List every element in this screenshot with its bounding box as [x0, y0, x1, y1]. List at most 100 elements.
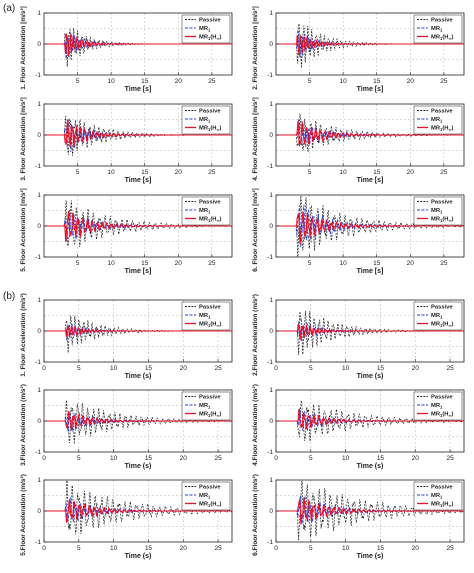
y-tick-label: 1: [37, 10, 41, 17]
x-tick-label: 15: [141, 169, 149, 176]
legend-entry-3: MR1(H∞): [199, 412, 221, 419]
x-tick-label: 25: [208, 169, 216, 176]
x-tick-label: 15: [145, 455, 153, 462]
y-tick-label: -1: [35, 359, 41, 366]
x-tick-label: 25: [446, 365, 454, 372]
y-tick-label: 1: [269, 10, 273, 17]
x-axis-label: Time (s): [357, 463, 384, 470]
legend-subscript: 1: [440, 210, 443, 215]
legend-entry-2: MR1: [199, 493, 211, 500]
legend-subscript: 1: [440, 127, 443, 132]
x-tick-label: 15: [373, 260, 381, 267]
legend-subscript: 1: [440, 119, 443, 124]
legend-entry-1: Passive: [199, 18, 221, 24]
x-tick-label: 25: [446, 545, 454, 552]
x-tick-label: 0: [42, 545, 46, 552]
x-tick-label: 20: [175, 260, 183, 267]
legend-paren: (H: [210, 322, 216, 328]
legend-paren: (H: [442, 35, 448, 41]
subplot-a-2: 5 10 15 20 25 -1 0 1 Time [s] 2. Floor Accelerati…: [252, 6, 465, 93]
legend-entry-3: MR1(H∞): [431, 412, 453, 419]
legend-subscript: 1: [208, 36, 211, 41]
series-line-1: [276, 400, 465, 442]
legend-entry-2: MR1: [199, 313, 211, 320]
legend-infinity: ∞: [448, 127, 451, 132]
legend-subscript: 1: [440, 315, 443, 320]
series-line-1: [276, 23, 464, 69]
y-tick-label: 1: [37, 192, 41, 199]
legend-infinity: ∞: [216, 503, 219, 508]
x-axis-label: Time (s): [125, 373, 152, 380]
x-tick-label: 10: [108, 169, 116, 176]
series-line-1: [276, 195, 465, 258]
y-axis-label: 5. Floor Acceleration [m/s²]: [20, 188, 27, 272]
legend-entry-3: MR1(H∞): [431, 217, 453, 224]
subplot-a-6: 5 10 15 20 25 -1 0 1 Time [s] 6. Floor Accelerati…: [252, 188, 465, 275]
legend-entry-2: MR1: [431, 403, 443, 410]
x-tick-label: 15: [141, 260, 149, 267]
x-tick-label: 10: [340, 78, 348, 85]
series-line-1: [276, 480, 465, 541]
y-tick-label: 1: [37, 477, 41, 484]
x-tick-label: 20: [412, 545, 420, 552]
x-tick-label: 10: [108, 260, 116, 267]
legend-paren: (H: [210, 412, 216, 418]
legend-paren: (H: [442, 126, 448, 132]
x-axis-label: Time [s]: [357, 268, 384, 275]
y-tick-label: 0: [269, 508, 273, 515]
legend-subscript: 1: [208, 323, 211, 328]
y-tick-label: 0: [269, 41, 273, 48]
x-tick-label: 25: [208, 78, 216, 85]
x-tick-label: 20: [412, 365, 420, 372]
y-tick-label: 1: [269, 101, 273, 108]
x-tick-label: 5: [308, 260, 312, 267]
legend-entry-1: Passive: [199, 395, 221, 401]
subplot-a-4: 5 10 15 20 25 -1 0 1 Time [s] 4. Floor Accelerati…: [252, 97, 465, 184]
y-tick-label: 1: [269, 387, 273, 394]
x-tick-label: 5: [308, 78, 312, 85]
panel-label-b: (b): [3, 291, 15, 302]
legend-entry-2: MR1: [431, 313, 443, 320]
legend-close-paren: ): [219, 126, 221, 132]
legend-paren: (H: [210, 217, 216, 223]
series-line-3: [276, 409, 464, 430]
legend-close-paren: ): [219, 322, 221, 328]
y-tick-label: -1: [35, 449, 41, 456]
legend-entry-1: Passive: [199, 109, 221, 115]
legend-entry-2: MR1: [431, 493, 443, 500]
x-tick-label: 15: [377, 455, 385, 462]
legend-close-paren: ): [451, 217, 453, 223]
series-line-3: [276, 120, 464, 147]
legend-close-paren: ): [451, 35, 453, 41]
x-tick-label: 5: [309, 455, 313, 462]
series-line-3: [44, 210, 232, 243]
legend-subscript: 1: [440, 323, 443, 328]
x-tick-label: 15: [141, 78, 149, 85]
x-tick-label: 15: [373, 78, 381, 85]
y-axis-label: 6. Floor Acceleration [m/s²]: [252, 188, 259, 272]
x-tick-label: 25: [214, 455, 222, 462]
legend-infinity: ∞: [448, 36, 451, 41]
legend-subscript: 1: [208, 315, 211, 320]
legend-infinity: ∞: [216, 127, 219, 132]
y-tick-label: 1: [269, 297, 273, 304]
y-axis-label: 1. Floor Acceleration (m/s²): [20, 293, 27, 377]
y-tick-label: -1: [35, 539, 41, 546]
x-axis-label: Time (s): [125, 463, 152, 470]
x-axis-label: Time (s): [357, 373, 384, 380]
x-tick-label: 5: [77, 455, 81, 462]
legend-entry-1: Passive: [199, 485, 221, 491]
x-axis-label: Time (s): [357, 553, 384, 560]
x-axis-label: Time [s]: [125, 268, 152, 275]
x-tick-label: 25: [440, 78, 448, 85]
x-tick-label: 20: [175, 78, 183, 85]
x-tick-label: 5: [77, 365, 81, 372]
x-tick-label: 20: [407, 260, 415, 267]
legend-infinity: ∞: [216, 218, 219, 223]
y-axis-label: 3.Floor Acceleration (m/s²): [20, 384, 27, 466]
x-tick-label: 15: [377, 365, 385, 372]
